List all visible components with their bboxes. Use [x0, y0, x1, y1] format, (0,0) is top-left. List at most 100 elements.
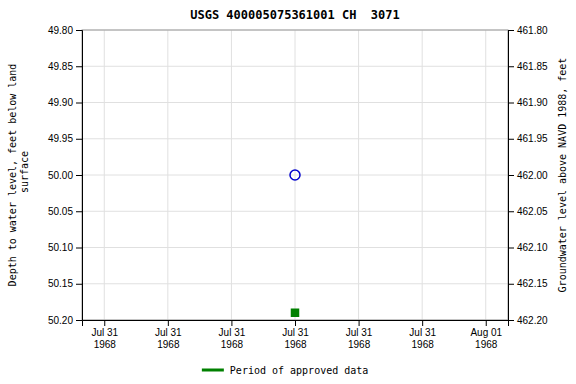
- x-tick-label-line: Jul 31: [219, 327, 246, 338]
- y-tick-label: 49.80: [48, 25, 73, 36]
- x-tick-label-line: Jul 31: [282, 327, 309, 338]
- x-tick-mark: [295, 320, 296, 326]
- y2-tick-label: 462.15: [517, 278, 548, 289]
- y-tick-mark: [76, 284, 82, 285]
- x-tick-label: Jul 311968: [219, 327, 246, 350]
- x-tick-label-line: 1968: [284, 339, 307, 350]
- y-tick: 49.95: [48, 133, 82, 144]
- y2-tick-label: 461.95: [517, 133, 548, 144]
- y2-tick: 461.80: [508, 25, 548, 36]
- y-tick: 49.90: [48, 97, 82, 108]
- x-tick: Jul 311968: [346, 320, 373, 350]
- x-tick-mark: [104, 320, 105, 326]
- x-axis-line: [83, 321, 509, 327]
- x-tick-mark: [486, 320, 487, 326]
- x-tick-label: Jul 311968: [91, 327, 118, 350]
- y2-tick-label: 461.85: [517, 61, 548, 72]
- chart: Jul 311968Jul 311968Jul 311968Jul 311968…: [0, 0, 576, 384]
- y-tick-mark: [76, 320, 82, 321]
- x-tick-label: Jul 311968: [155, 327, 182, 350]
- y2-tick-mark: [508, 103, 514, 104]
- x-tick-label: Jul 311968: [346, 327, 373, 350]
- y2-tick-label: 462.10: [517, 242, 548, 253]
- y-axis-title: Depth to water level, feet below land su…: [7, 64, 30, 287]
- y2-tick-label: 462.20: [517, 315, 548, 326]
- title: USGS 400005075361001 CH 3071: [190, 8, 400, 22]
- x-tick-label: Jul 311968: [282, 327, 309, 350]
- y-tick-mark: [76, 248, 82, 249]
- y2-tick: 462.10: [508, 242, 548, 253]
- x-tick-mark: [422, 320, 423, 326]
- y2-tick-label: 461.90: [517, 97, 548, 108]
- y2-tick: 462.00: [508, 170, 548, 181]
- y-tick: 50.05: [48, 206, 82, 217]
- y-tick: 50.20: [48, 315, 82, 326]
- y2-axis-title: Groundwater level above NAVD 1988, feet: [557, 58, 568, 293]
- x-tick-label-line: 1968: [94, 339, 117, 350]
- x-tick: Jul 311968: [155, 320, 182, 350]
- y-tick-label: 49.85: [48, 61, 73, 72]
- y-axis-title-line: Depth to water level, feet below land: [7, 64, 18, 287]
- x-tick-mark: [359, 320, 360, 326]
- x-tick-label-line: Jul 31: [409, 327, 436, 338]
- legend-swatch: [202, 369, 224, 372]
- y2-tick-label: 462.05: [517, 206, 548, 217]
- x-tick-label-line: 1968: [412, 339, 435, 350]
- y2-tick-label: 462.00: [517, 170, 548, 181]
- y2-tick-mark: [508, 175, 514, 176]
- y-tick-label: 50.20: [48, 315, 73, 326]
- y-tick-label: 50.05: [48, 206, 73, 217]
- y2-tick-label: 461.80: [517, 25, 548, 36]
- y2-tick: 462.15: [508, 278, 548, 289]
- y2-tick-mark: [508, 139, 514, 140]
- y2-tick-mark: [508, 30, 514, 31]
- y-tick-mark: [76, 30, 82, 31]
- series: [292, 309, 299, 316]
- x-tick-label-line: 1968: [221, 339, 244, 350]
- y-axis-title-line: surface: [19, 151, 30, 199]
- grid: [82, 30, 508, 320]
- y-tick-label: 50.15: [48, 278, 73, 289]
- grid-line-y: [82, 175, 508, 176]
- y-tick-label: 49.90: [48, 97, 73, 108]
- x-tick: Jul 311968: [219, 320, 246, 350]
- x-tick-label: Jul 311968: [409, 327, 436, 350]
- y-tick: 49.80: [48, 25, 82, 36]
- y-tick-mark: [76, 139, 82, 140]
- x-tick: Aug 011968: [470, 320, 502, 350]
- y2-tick: 461.95: [508, 133, 548, 144]
- x-tick-mark: [168, 320, 169, 326]
- x-tick-label-line: Jul 31: [155, 327, 182, 338]
- y-axis-line: [76, 31, 83, 321]
- x-tick: Jul 311968: [409, 320, 436, 350]
- y2-tick-mark: [508, 320, 514, 321]
- legend: Period of approved data: [202, 365, 368, 376]
- y-tick-mark: [76, 211, 82, 212]
- series: [290, 170, 300, 180]
- grid-line-y: [82, 247, 508, 248]
- x-axis: Jul 311968Jul 311968Jul 311968Jul 311968…: [83, 320, 509, 350]
- y-tick-label: 50.00: [48, 170, 73, 181]
- y-tick-mark: [76, 103, 82, 104]
- y-tick-mark: [76, 175, 82, 176]
- x-tick-label: Aug 011968: [470, 327, 502, 350]
- y2-tick: 462.20: [508, 315, 548, 326]
- y-tick-label: 49.95: [48, 133, 73, 144]
- y2-tick-mark: [508, 66, 514, 67]
- y2-tick-mark: [508, 248, 514, 249]
- y2-tick: 461.90: [508, 97, 548, 108]
- y-tick-label: 50.10: [48, 242, 73, 253]
- grid-line-y: [82, 211, 508, 212]
- y-tick: 49.85: [48, 61, 82, 72]
- y2-axis: 462.20 462.15 462.10 462.05 462.00 461.95 461.…: [508, 25, 548, 326]
- grid-line-y: [82, 102, 508, 103]
- grid-line-y: [82, 283, 508, 284]
- legend-label: Period of approved data: [230, 365, 368, 376]
- y-tick: 50.10: [48, 242, 82, 253]
- point: [290, 170, 300, 180]
- legend-item: Period of approved data: [202, 365, 368, 376]
- grid-line-y: [82, 66, 508, 67]
- x-tick-label-line: Jul 31: [91, 327, 118, 338]
- x-tick-label-line: 1968: [348, 339, 371, 350]
- x-tick-label-line: Jul 31: [346, 327, 373, 338]
